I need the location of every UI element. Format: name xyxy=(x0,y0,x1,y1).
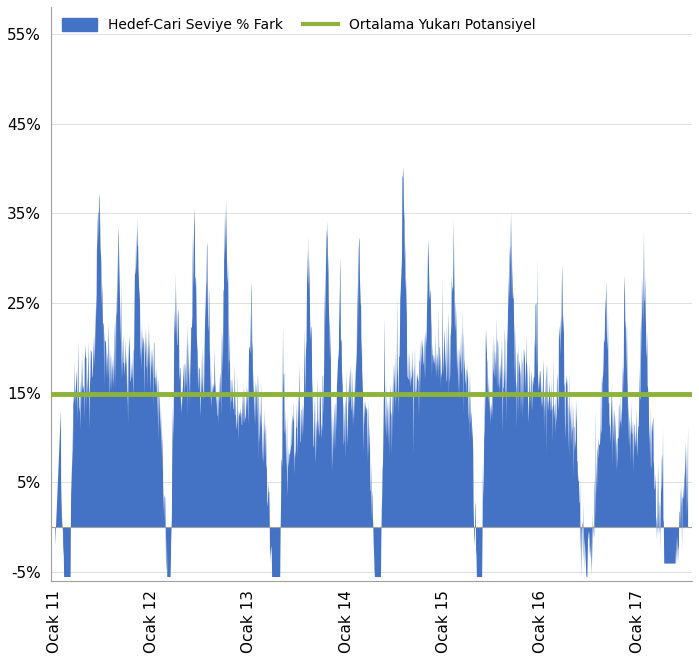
Legend: Hedef-Cari Seviye % Fark, Ortalama Yukarı Potansiyel: Hedef-Cari Seviye % Fark, Ortalama Yukar… xyxy=(57,14,540,36)
